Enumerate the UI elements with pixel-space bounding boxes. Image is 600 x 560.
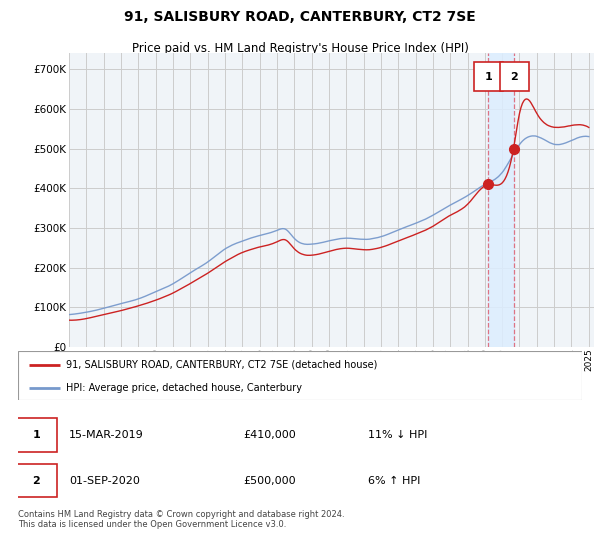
Text: 01-SEP-2020: 01-SEP-2020: [69, 475, 140, 486]
Text: 6% ↑ HPI: 6% ↑ HPI: [368, 475, 420, 486]
Text: 11% ↓ HPI: 11% ↓ HPI: [368, 430, 427, 440]
Text: HPI: Average price, detached house, Canterbury: HPI: Average price, detached house, Cant…: [66, 382, 302, 393]
Text: Contains HM Land Registry data © Crown copyright and database right 2024.
This d: Contains HM Land Registry data © Crown c…: [18, 510, 344, 529]
Text: 15-MAR-2019: 15-MAR-2019: [69, 430, 143, 440]
Text: £500,000: £500,000: [244, 475, 296, 486]
Bar: [488, 53, 514, 347]
FancyBboxPatch shape: [15, 418, 58, 451]
FancyBboxPatch shape: [15, 464, 58, 497]
FancyBboxPatch shape: [18, 351, 582, 400]
Text: 1: 1: [484, 72, 492, 82]
Text: 91, SALISBURY ROAD, CANTERBURY, CT2 7SE (detached house): 91, SALISBURY ROAD, CANTERBURY, CT2 7SE …: [66, 360, 377, 370]
FancyBboxPatch shape: [474, 62, 503, 91]
Text: 1: 1: [32, 430, 40, 440]
Text: Price paid vs. HM Land Registry's House Price Index (HPI): Price paid vs. HM Land Registry's House …: [131, 42, 469, 55]
FancyBboxPatch shape: [500, 62, 529, 91]
Text: 2: 2: [32, 475, 40, 486]
Text: 91, SALISBURY ROAD, CANTERBURY, CT2 7SE: 91, SALISBURY ROAD, CANTERBURY, CT2 7SE: [124, 11, 476, 25]
Text: £410,000: £410,000: [244, 430, 296, 440]
Text: 2: 2: [511, 72, 518, 82]
